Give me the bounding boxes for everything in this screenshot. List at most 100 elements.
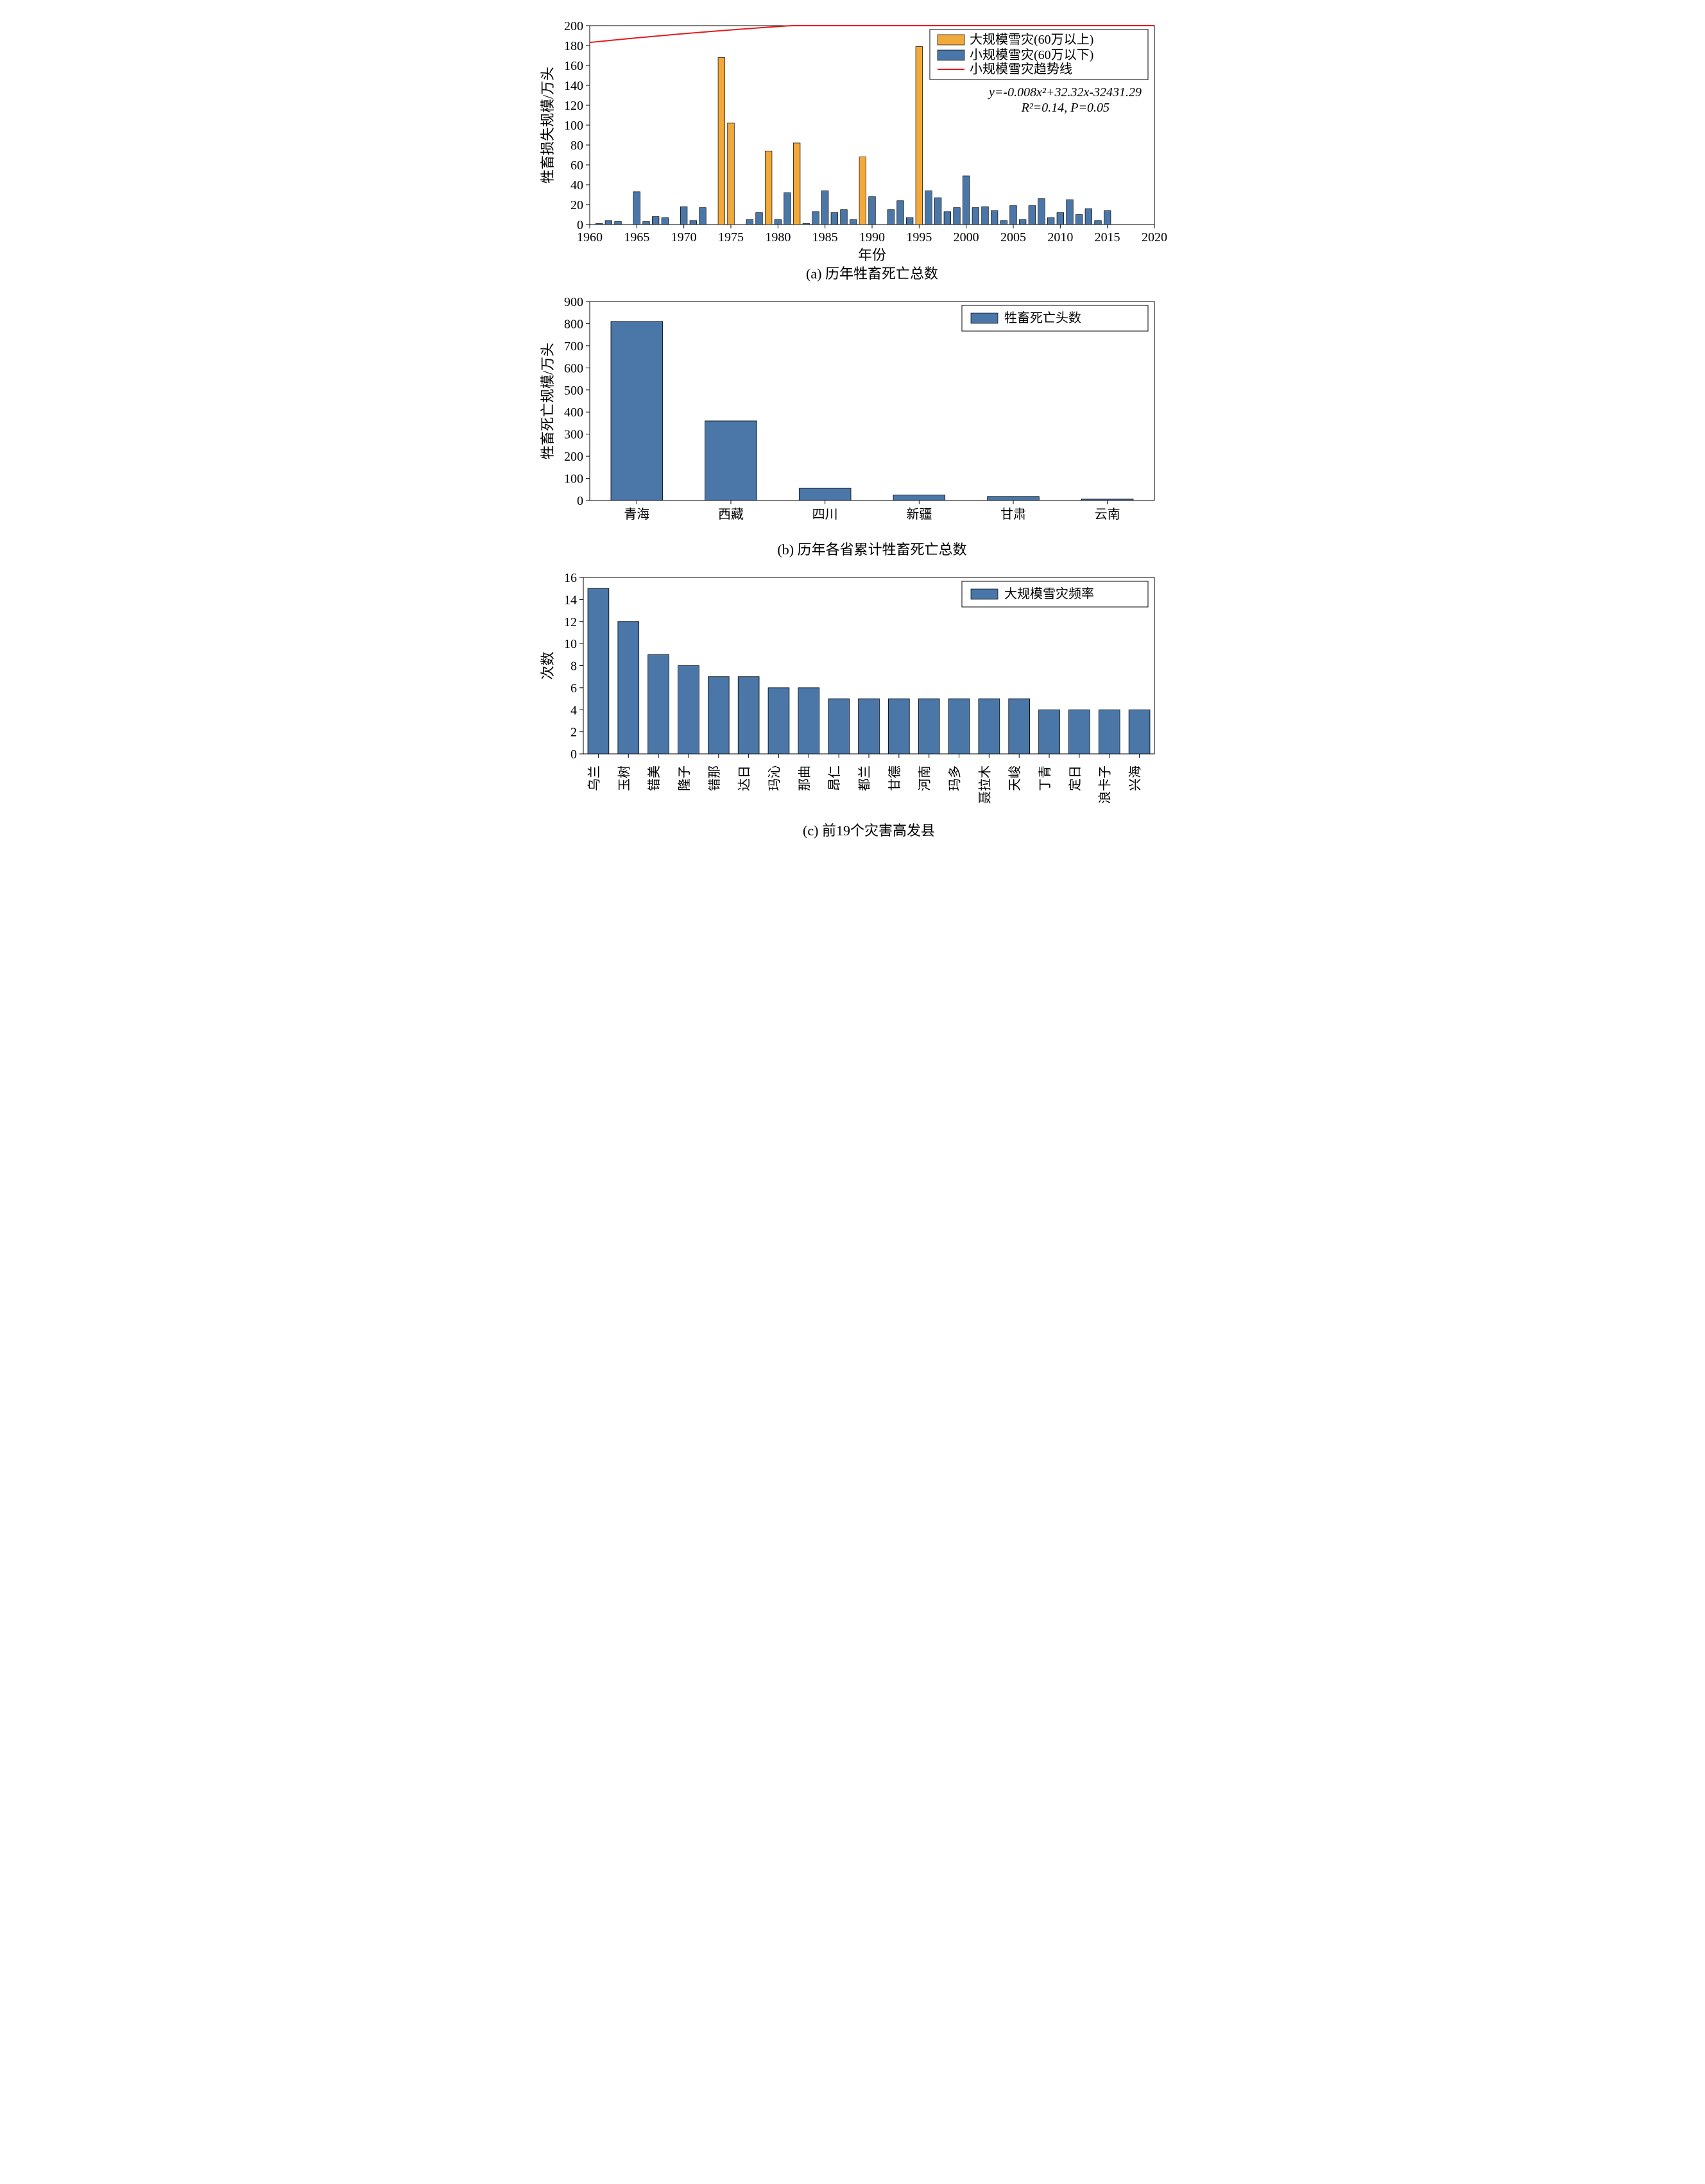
xtick-label: 青海 xyxy=(624,507,649,522)
ytick-label: 100 xyxy=(564,119,583,133)
bar xyxy=(678,666,699,755)
bar-large xyxy=(859,157,866,225)
bar-small xyxy=(1038,199,1045,225)
bar-large xyxy=(793,143,800,225)
xtick-label: 玛沁 xyxy=(767,765,782,791)
ytick-label: 2 xyxy=(570,726,577,740)
bar-small xyxy=(1019,219,1026,225)
xtick-label: 定日 xyxy=(1067,765,1082,791)
bar xyxy=(799,488,851,500)
bar xyxy=(1081,499,1133,500)
bar-small xyxy=(906,218,913,225)
legend-swatch-small xyxy=(938,50,964,60)
ytick-label: 8 xyxy=(570,660,577,674)
bar xyxy=(893,495,945,500)
panel-c-caption: (c) 前19个灾害高发县 xyxy=(803,823,935,839)
ytick-label: 140 xyxy=(564,79,583,93)
bar-small xyxy=(1094,221,1101,225)
bar-small xyxy=(972,208,979,225)
bar-small xyxy=(1009,206,1016,225)
bar-small xyxy=(1000,221,1007,225)
bar xyxy=(828,699,849,754)
figure-container: 0204060801001201401601802001960196519701… xyxy=(538,13,1167,840)
bar xyxy=(705,421,757,500)
bar-small xyxy=(642,221,649,225)
xtick-label: 乌兰 xyxy=(587,765,601,791)
xtick-label: 隆子 xyxy=(676,765,691,791)
legend-swatch xyxy=(971,313,998,323)
ytick-label: 200 xyxy=(564,19,583,33)
xtick-label: 2000 xyxy=(953,230,979,244)
panel-c: 0246810121416乌兰玉树错美隆子错那达日玛沁那曲昂仁都兰甘德河南玛多聂… xyxy=(538,565,1167,840)
bar-small xyxy=(991,210,998,225)
bar xyxy=(611,321,663,500)
xtick-label: 1990 xyxy=(859,230,885,244)
bar-small xyxy=(896,201,904,225)
legend-label-trend: 小规模雪灾趋势线 xyxy=(970,62,1072,76)
ytick-label: 200 xyxy=(564,450,583,464)
bar-small xyxy=(784,192,791,225)
bar-small xyxy=(1075,215,1083,225)
bar-small xyxy=(1085,209,1092,225)
bar-large xyxy=(727,123,734,225)
bar-small xyxy=(595,223,603,225)
xtick-label: 1995 xyxy=(906,230,932,244)
legend-label-large: 大规模雪灾(60万以上) xyxy=(970,32,1093,47)
bar xyxy=(978,699,999,754)
ytick-label: 120 xyxy=(564,99,583,113)
bar-small xyxy=(680,207,687,225)
bar-small xyxy=(614,221,621,225)
xtick-label: 都兰 xyxy=(857,765,872,791)
trend-stats: R²=0.14, P=0.05 xyxy=(1020,101,1109,115)
bar-small xyxy=(934,198,941,225)
ytick-label: 900 xyxy=(564,295,583,309)
legend-swatch xyxy=(971,589,998,599)
bar-large xyxy=(916,47,923,225)
bar-small xyxy=(605,221,612,225)
ytick-label: 40 xyxy=(570,178,583,192)
bar xyxy=(708,677,729,754)
xtick-label: 聂拉木 xyxy=(977,765,992,804)
xtick-label: 甘肃 xyxy=(1000,507,1026,522)
xtick-label: 丁青 xyxy=(1038,765,1052,791)
bar-small xyxy=(633,192,640,225)
ytick-label: 60 xyxy=(570,158,583,173)
bar-small xyxy=(868,197,875,225)
bar-small xyxy=(953,208,960,225)
xtick-label: 西藏 xyxy=(718,507,744,522)
xtick-label: 云南 xyxy=(1094,507,1120,522)
legend-swatch-large xyxy=(938,35,964,45)
xtick-label: 1960 xyxy=(577,230,603,244)
bar xyxy=(1038,710,1059,754)
bar-small xyxy=(1057,212,1064,225)
bar xyxy=(798,688,819,754)
panel-b: 0100200300400500600700800900青海西藏四川新疆甘肃云南… xyxy=(538,289,1167,558)
ytick-label: 12 xyxy=(564,615,577,629)
ytick-label: 100 xyxy=(564,472,583,486)
bar-small xyxy=(925,191,932,225)
bar xyxy=(588,588,609,754)
bar xyxy=(617,622,638,754)
xtick-label: 错美 xyxy=(647,765,662,791)
bar-small xyxy=(812,212,819,225)
bar-large xyxy=(765,151,772,225)
x-axis-label: 年份 xyxy=(857,247,886,263)
bar xyxy=(768,688,789,754)
bar-small xyxy=(887,210,895,225)
xtick-label: 1985 xyxy=(812,230,837,244)
bar-small xyxy=(699,208,706,225)
ytick-label: 14 xyxy=(564,593,577,607)
legend-label: 大规模雪灾频率 xyxy=(1004,586,1094,601)
xtick-label: 那曲 xyxy=(797,765,812,791)
bar xyxy=(987,497,1039,500)
bar-small xyxy=(746,219,753,225)
bar-small xyxy=(944,212,951,225)
bar xyxy=(1068,710,1090,754)
bar-small xyxy=(755,212,762,225)
bar xyxy=(1099,710,1120,754)
y-axis-label: 牲畜损失规模/万头 xyxy=(540,67,556,183)
ytick-label: 80 xyxy=(570,139,583,153)
xtick-label: 1965 xyxy=(624,230,649,244)
xtick-label: 1970 xyxy=(671,230,696,244)
ytick-label: 500 xyxy=(564,384,583,398)
